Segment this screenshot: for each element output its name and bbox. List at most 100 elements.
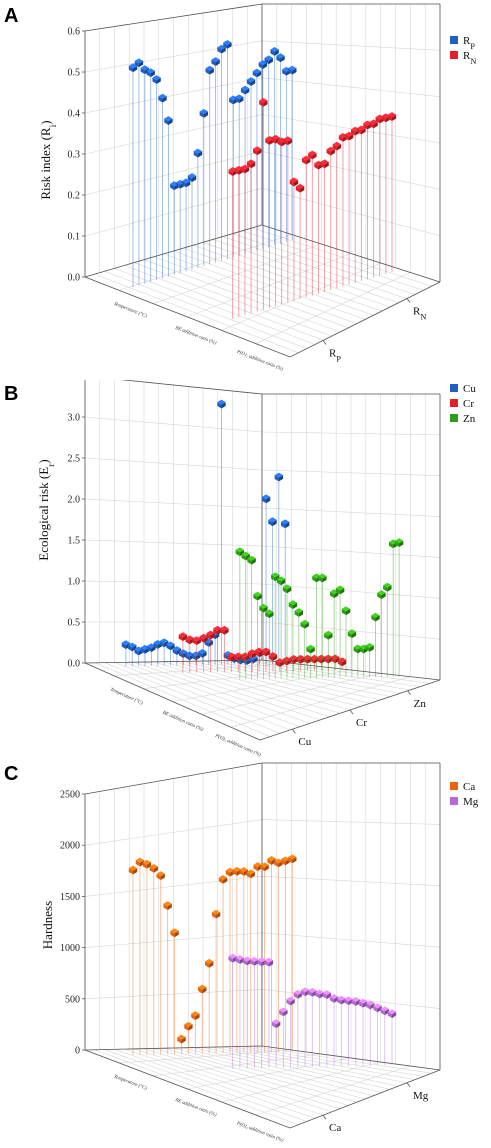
data-point [308,150,317,156]
data-point-face [264,960,269,967]
data-point-face [239,869,244,876]
data-point [289,177,299,183]
data-point-face [380,1008,385,1016]
y-tick-label: 0.3 [68,150,81,161]
top-edge [120,380,440,395]
data-point-face [242,959,248,966]
data-point-face [310,657,315,664]
legend-swatch [450,414,458,422]
y-tick-label: 0.5 [68,68,81,79]
data-point-side [176,648,182,655]
data-point [288,600,298,606]
data-point-side [195,1013,200,1021]
data-point-face [270,49,275,56]
data-point-face [228,169,233,176]
data-point-face [274,860,279,868]
data-point-face [249,656,254,664]
data-point [276,53,285,59]
data-point-side [292,857,297,864]
data-point-face [227,655,232,662]
data-point-side [292,602,298,610]
data-point-side [208,640,213,647]
y-tick-labels: 0.0 0.5 1.0 1.5 2.0 2.5 3.0 3.5 [68,380,85,670]
data-point-face [178,634,183,642]
data-point-side [263,100,268,107]
data-point [228,953,237,959]
data-point [134,646,143,652]
data-point-face [387,114,392,122]
data-point-face [217,402,222,409]
data-point-face [257,959,262,967]
data-point [300,987,310,993]
data-point [280,519,290,525]
data-point-face [246,79,252,86]
data-point-side [324,161,329,169]
data-point-side [266,496,271,504]
data-point-face [371,615,376,622]
data-point [254,647,264,653]
data-point-face [295,186,301,193]
data-point-side [373,121,378,129]
category-label: Ca [329,1122,341,1134]
floor-grid [114,663,292,677]
category-label: Mg [413,1090,429,1102]
data-point-side [257,594,262,601]
data-point [295,183,305,189]
data-point [140,644,150,650]
data-point [381,113,391,119]
data-point-side [272,519,277,527]
data-point-side [265,650,271,657]
data-point [371,612,380,618]
data-point-face [351,999,356,1006]
data-point-face [135,860,140,867]
data-point-side [239,96,244,104]
data-point-side [138,60,144,68]
data-point [383,582,392,588]
hgrid [84,762,440,795]
data-point [387,1009,397,1015]
data-point [181,178,191,184]
data-point-face [250,959,255,966]
data-point [135,857,145,863]
data-point-face [198,987,203,994]
category-label: Cr [356,717,367,729]
floor-grid [221,1061,381,1103]
data-point-face [288,68,293,75]
data-point-side [290,999,295,1006]
floor-grid [255,272,411,344]
y-tick-label: 1000 [60,943,80,954]
data-point-face [338,135,343,142]
data-point-face [223,42,228,49]
data-point-face [246,161,252,169]
floor-label: P(O)₃ addition ratio (%) [235,349,284,372]
data-point-face [193,151,198,158]
category-labels: Ca Mg [322,1082,429,1134]
data-point-face [223,653,228,660]
data-point-side [322,576,327,583]
data-point [235,547,245,553]
y-tick-labels: 0.0 0.1 0.2 0.3 0.4 0.5 0.6 [68,27,85,284]
data-point [121,640,131,646]
data-point-face [303,657,308,664]
data-point-face [172,648,177,655]
data-point-side [215,59,220,66]
data-point-face [373,1005,378,1013]
data-point-face [281,858,286,866]
data-point [242,956,252,962]
data-point [153,640,162,646]
data-point [166,641,175,647]
axis-frame [84,380,441,741]
data-point [288,854,297,860]
data-point-face [258,62,263,69]
data-point [326,146,335,152]
data-point-side [197,151,203,158]
y-tick-label: 3.0 [68,413,81,424]
data-point-face [177,1037,182,1044]
data-point-side [287,138,293,146]
data-point-face [134,649,139,656]
data-point [365,642,374,649]
data-point [315,989,324,995]
data-point-face [259,606,264,613]
data-point [310,654,319,660]
data-point-side [132,645,137,652]
